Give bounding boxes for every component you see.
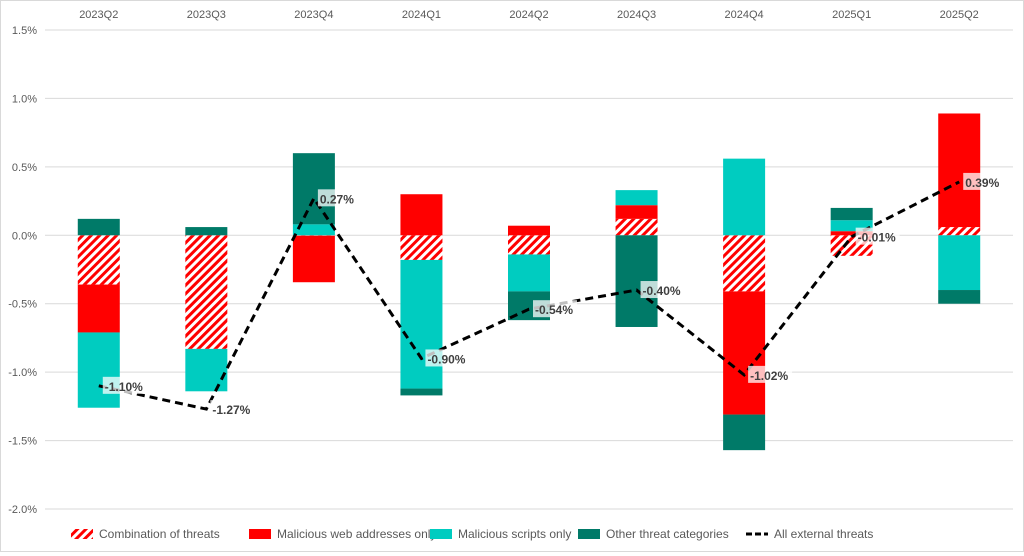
bar-combination-of-threats [938, 227, 980, 235]
bar-malicious-scripts-only [616, 190, 658, 205]
bar-other-threat-categories [185, 227, 227, 235]
x-tick-label: 2024Q2 [509, 9, 548, 21]
x-tick-label: 2025Q1 [832, 9, 871, 21]
bar-malicious-web-addresses-only [723, 291, 765, 414]
bar-malicious-scripts-only [938, 235, 980, 290]
bar-malicious-web-addresses-only [616, 205, 658, 219]
legend-label: Malicious scripts only [458, 527, 571, 541]
bar-malicious-scripts-only [723, 159, 765, 236]
bar-other-threat-categories [78, 219, 120, 235]
bar-other-threat-categories [400, 389, 442, 396]
bar-combination-of-threats [185, 235, 227, 349]
bar-malicious-scripts-only [78, 332, 120, 407]
bar-other-threat-categories [938, 290, 980, 304]
y-tick-label: 1.5% [12, 25, 37, 37]
data-label: -0.90% [427, 352, 465, 366]
bar-combination-of-threats [616, 219, 658, 235]
x-tick-label: 2023Q4 [294, 9, 333, 21]
data-label: -0.01% [858, 231, 896, 245]
y-tick-label: -2.0% [8, 504, 37, 516]
bar-malicious-scripts-only [508, 254, 550, 291]
x-tick-label: 2025Q2 [940, 9, 979, 21]
x-tick-label: 2023Q3 [187, 9, 226, 21]
data-label: -1.27% [212, 403, 250, 417]
x-tick-label: 2024Q1 [402, 9, 441, 21]
bar-malicious-web-addresses-only [508, 226, 550, 236]
bar-combination-of-threats [400, 235, 442, 260]
y-tick-label: -0.5% [8, 299, 37, 311]
bar-malicious-scripts-only [400, 260, 442, 389]
bar-other-threat-categories [831, 208, 873, 220]
bar-malicious-web-addresses-only [293, 236, 335, 283]
y-tick-label: 1.0% [12, 93, 37, 105]
data-label: -1.02% [750, 369, 788, 383]
legend-label: Combination of threats [99, 527, 220, 541]
bar-combination-of-threats [508, 235, 550, 254]
y-tick-label: -1.5% [8, 436, 37, 448]
data-label: -0.40% [643, 284, 681, 298]
legend-swatch [71, 529, 93, 539]
legend-label: All external threats [774, 527, 873, 541]
y-tick-label: -1.0% [8, 367, 37, 379]
x-tick-label: 2024Q3 [617, 9, 656, 21]
bar-other-threat-categories [723, 415, 765, 451]
legend-label: Other threat categories [606, 527, 729, 541]
bar-malicious-web-addresses-only [78, 285, 120, 333]
y-tick-label: 0.5% [12, 162, 37, 174]
bar-combination-of-threats [78, 235, 120, 284]
data-label: 0.39% [965, 176, 999, 190]
data-label: -0.54% [535, 303, 573, 317]
bar-other-threat-categories [293, 153, 335, 224]
bar-malicious-web-addresses-only [938, 113, 980, 227]
legend-swatch [249, 529, 271, 539]
legend-swatch [430, 529, 452, 539]
bar-combination-of-threats [723, 235, 765, 291]
data-label: 0.27% [320, 192, 354, 206]
bar-malicious-scripts-only [185, 349, 227, 391]
legend-swatch [578, 529, 600, 539]
data-label: -1.10% [105, 380, 143, 394]
x-tick-label: 2024Q4 [725, 9, 764, 21]
y-tick-label: 0.0% [12, 230, 37, 242]
x-tick-label: 2023Q2 [79, 9, 118, 21]
bar-malicious-web-addresses-only [400, 194, 442, 235]
legend-label: Malicious web addresses only [277, 527, 436, 541]
